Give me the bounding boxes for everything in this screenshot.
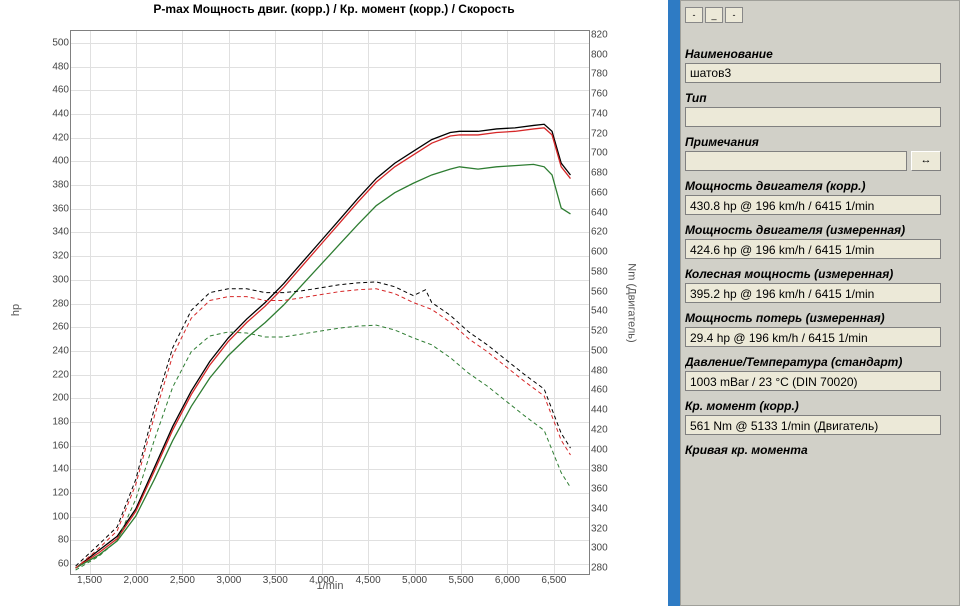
toolbar-btn-3[interactable]: - xyxy=(725,7,743,23)
power-loss-label: Мощность потерь (измеренная) xyxy=(685,311,955,325)
torque-corr-label: Кр. момент (корр.) xyxy=(685,399,955,413)
engine-power-corr-label: Мощность двигателя (корр.) xyxy=(685,179,955,193)
toolbar-btn-1[interactable]: - xyxy=(685,7,703,23)
toolbar: - _ - xyxy=(685,7,955,23)
type-label: Тип xyxy=(685,91,955,105)
power-loss-value: 29.4 hp @ 196 km/h / 6415 1/min xyxy=(685,327,941,347)
engine-power-meas-label: Мощность двигателя (измеренная) xyxy=(685,223,955,237)
notes-input[interactable] xyxy=(685,151,907,171)
x-axis-label: 1/min xyxy=(317,580,344,592)
pressure-temp-value: 1003 mBar / 23 °C (DIN 70020) xyxy=(685,371,941,391)
type-input[interactable] xyxy=(685,107,941,127)
y2-ticks: 2803003203403603804004204404604805005205… xyxy=(591,31,617,574)
name-label: Наименование xyxy=(685,47,955,61)
engine-power-corr-value: 430.8 hp @ 196 km/h / 6415 1/min xyxy=(685,195,941,215)
side-border xyxy=(668,0,680,606)
side-panel: - _ - Наименование Тип Примечания ↔ Мощн… xyxy=(668,0,960,606)
torque-curve-label: Кривая кр. момента xyxy=(685,443,955,457)
plot-area: 6080100120140160180200220240260280300320… xyxy=(70,30,590,575)
pressure-temp-label: Давление/Температура (стандарт) xyxy=(685,355,955,369)
notes-label: Примечания xyxy=(685,135,955,149)
torque-corr-value: 561 Nm @ 5133 1/min (Двигатель) xyxy=(685,415,941,435)
wheel-power-label: Колесная мощность (измеренная) xyxy=(685,267,955,281)
y1-ticks: 6080100120140160180200220240260280300320… xyxy=(43,31,69,574)
side-content: - _ - Наименование Тип Примечания ↔ Мощн… xyxy=(680,0,960,606)
y1-axis-label: hp xyxy=(10,304,22,316)
wheel-power-value: 395.2 hp @ 196 km/h / 6415 1/min xyxy=(685,283,941,303)
y2-axis-label: Nm (Двигатель) xyxy=(625,263,637,342)
name-input[interactable] xyxy=(685,63,941,83)
engine-power-meas-value: 424.6 hp @ 196 km/h / 6415 1/min xyxy=(685,239,941,259)
chart-title: P-max Мощность двиг. (корр.) / Кр. момен… xyxy=(0,2,668,16)
plot-wrap: hp 6080100120140160180200220240260280300… xyxy=(40,20,620,600)
chart-pane: P-max Мощность двиг. (корр.) / Кр. момен… xyxy=(0,0,668,606)
toolbar-btn-2[interactable]: _ xyxy=(705,7,723,23)
swap-button[interactable]: ↔ xyxy=(911,151,941,171)
